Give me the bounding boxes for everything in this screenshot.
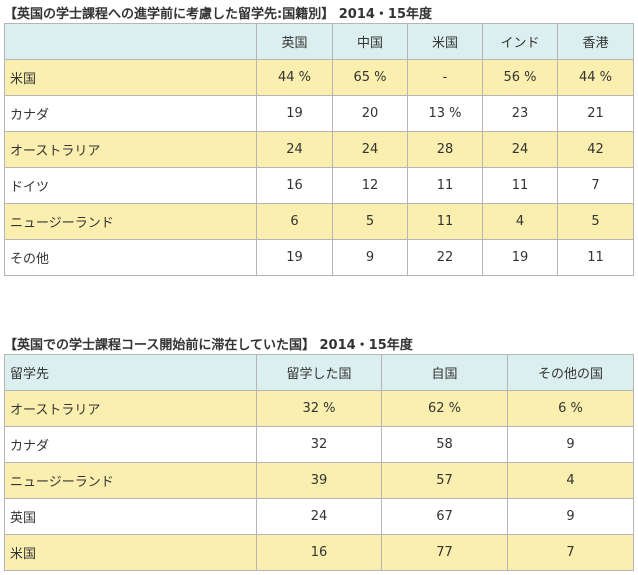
header-cell-other-country: その他の国: [507, 354, 634, 391]
table-header-row: 英国 中国 米国 インド 香港: [4, 23, 634, 60]
row-label: カナダ: [4, 426, 257, 463]
header-cell-study-country: 留学した国: [256, 354, 382, 391]
table-cell: 44 %: [557, 59, 634, 96]
row-label: ニュージーランド: [4, 462, 257, 499]
table-row: カナダ 19 20 13 % 23 21: [4, 95, 634, 132]
table-cell: 19: [256, 95, 333, 132]
table-cell: 5: [332, 203, 408, 240]
table-cell: 42: [557, 131, 634, 168]
table-cell: 9: [507, 426, 634, 463]
table-cell: 28: [407, 131, 483, 168]
table-row: その他 19 9 22 19 11: [4, 239, 634, 276]
row-label: その他: [4, 239, 257, 276]
table-cell: 20: [332, 95, 408, 132]
table-cell: 62 %: [381, 390, 508, 427]
header-cell-blank: [4, 23, 257, 60]
table-cell: 21: [557, 95, 634, 132]
table-cell: 19: [256, 239, 333, 276]
table-cell: 16: [256, 167, 333, 204]
table-cell: 13 %: [407, 95, 483, 132]
table-cell: 5: [557, 203, 634, 240]
table-cell: 57: [381, 462, 508, 499]
header-cell-destination: 留学先: [4, 354, 257, 391]
table-cell: 4: [507, 462, 634, 499]
table-row: ニュージーランド 6 5 11 4 5: [4, 203, 634, 240]
table-cell: 22: [407, 239, 483, 276]
row-label: オーストラリア: [4, 131, 257, 168]
table-cell: 11: [407, 167, 483, 204]
table-cell: 44 %: [256, 59, 333, 96]
table-cell: 32 %: [256, 390, 382, 427]
table-cell: 6 %: [507, 390, 634, 427]
table-cell: 9: [332, 239, 408, 276]
table-cell: -: [407, 59, 483, 96]
table-cell: 23: [482, 95, 558, 132]
table-cell: 24: [256, 498, 382, 535]
table-cell: 4: [482, 203, 558, 240]
table1-title: 【英国の学士課程への進学前に考慮した留学先:国籍別】 2014・15年度: [4, 7, 432, 22]
table-cell: 16: [256, 534, 382, 571]
header-cell-india: インド: [482, 23, 558, 60]
header-cell-uk: 英国: [256, 23, 333, 60]
row-label: 英国: [4, 498, 257, 535]
table-cell: 67: [381, 498, 508, 535]
table-cell: 24: [332, 131, 408, 168]
row-label: 米国: [4, 534, 257, 571]
table-cell: 56 %: [482, 59, 558, 96]
table-cell: 11: [482, 167, 558, 204]
table-cell: 7: [557, 167, 634, 204]
table-row: カナダ 32 58 9: [4, 426, 634, 463]
table-cell: 77: [381, 534, 508, 571]
row-label: 米国: [4, 59, 257, 96]
row-label: カナダ: [4, 95, 257, 132]
row-label: ドイツ: [4, 167, 257, 204]
header-cell-china: 中国: [332, 23, 408, 60]
table2-title: 【英国での学士課程コース開始前に滞在していた国】 2014・15年度: [4, 338, 413, 353]
table-cell: 24: [256, 131, 333, 168]
table-cell: 12: [332, 167, 408, 204]
table-cell: 9: [507, 498, 634, 535]
table-cell: 19: [482, 239, 558, 276]
table-row: 米国 16 77 7: [4, 534, 634, 571]
table-row: オーストラリア 32 % 62 % 6 %: [4, 390, 634, 427]
table-row: 英国 24 67 9: [4, 498, 634, 535]
table-row: ドイツ 16 12 11 11 7: [4, 167, 634, 204]
table-row: 米国 44 % 65 % - 56 % 44 %: [4, 59, 634, 96]
table-cell: 24: [482, 131, 558, 168]
row-label: ニュージーランド: [4, 203, 257, 240]
table-header-row: 留学先 留学した国 自国 その他の国: [4, 354, 634, 391]
pre-study-residence-table: 留学先 留学した国 自国 その他の国 オーストラリア 32 % 62 % 6 %…: [4, 354, 634, 571]
table-cell: 58: [381, 426, 508, 463]
header-cell-hongkong: 香港: [557, 23, 634, 60]
table-cell: 7: [507, 534, 634, 571]
table-cell: 65 %: [332, 59, 408, 96]
table-row: ニュージーランド 39 57 4: [4, 462, 634, 499]
table-cell: 32: [256, 426, 382, 463]
table-cell: 39: [256, 462, 382, 499]
destinations-by-nationality-table: 英国 中国 米国 インド 香港 米国 44 % 65 % - 56 % 44 %…: [4, 23, 634, 276]
table-row: オーストラリア 24 24 28 24 42: [4, 131, 634, 168]
table-cell: 11: [557, 239, 634, 276]
row-label: オーストラリア: [4, 390, 257, 427]
table-cell: 6: [256, 203, 333, 240]
header-cell-usa: 米国: [407, 23, 483, 60]
header-cell-home-country: 自国: [381, 354, 508, 391]
table-cell: 11: [407, 203, 483, 240]
